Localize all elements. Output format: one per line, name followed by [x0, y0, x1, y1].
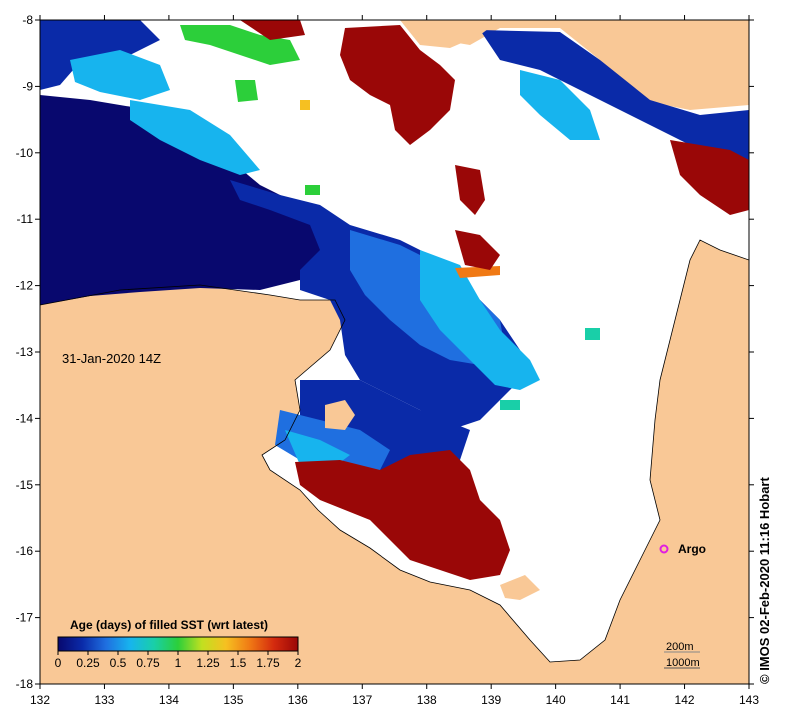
- credit-text: © IMOS 02-Feb-2020 11:16 Hobart: [757, 477, 772, 684]
- argo-marker[interactable]: Argo: [659, 542, 707, 556]
- y-tick-label: -18: [16, 677, 34, 691]
- y-axis: -8 -9 -10 -11 -12 -13 -14 -15 -16 -17 -18: [16, 13, 754, 691]
- x-tick-label: 136: [288, 693, 308, 707]
- contour-label-200m: 200m: [666, 641, 694, 653]
- sst-age-1-25: [305, 185, 320, 195]
- y-tick-label: -12: [16, 279, 34, 293]
- sst-age-2: [455, 230, 500, 270]
- y-tick-label: -17: [16, 611, 34, 625]
- argo-icon: [659, 544, 669, 554]
- x-axis: 132 133 134 135 136 137 138 139 140 141 142 143: [30, 15, 759, 707]
- legend-tick-label: 2: [295, 656, 302, 670]
- sst-age-0-75: [520, 70, 600, 140]
- y-tick-label: -14: [16, 411, 34, 425]
- x-tick-label: 133: [94, 693, 114, 707]
- sst-age-2: [240, 20, 305, 40]
- y-tick-label: -9: [22, 79, 33, 93]
- legend-tick-label: 1.75: [256, 656, 280, 670]
- x-tick-label: 134: [159, 693, 179, 707]
- argo-label: Argo: [678, 542, 706, 556]
- x-tick-label: 137: [352, 693, 372, 707]
- sst-age-2: [295, 450, 510, 580]
- sst-age-1: [585, 328, 600, 340]
- sst-age-2: [340, 25, 455, 145]
- sst-age-1-75: [300, 100, 310, 110]
- legend-colorbar: [57, 636, 299, 652]
- sst-age-1-25: [235, 80, 258, 102]
- x-tick-label: 140: [546, 693, 566, 707]
- x-tick-label: 138: [417, 693, 437, 707]
- legend-title: Age (days) of filled SST (wrt latest): [70, 618, 268, 632]
- sst-age-2: [455, 165, 485, 215]
- legend-tick-label: 0.5: [110, 656, 127, 670]
- legend-tick-label: 0: [55, 656, 62, 670]
- coastline: [40, 239, 749, 663]
- legend-ticks: 0 0.25 0.5 0.75 1 1.25 1.5 1.75 2: [55, 651, 302, 670]
- x-tick-label: 132: [30, 693, 50, 707]
- depth-contour-legend: 200m 1000m: [664, 641, 700, 669]
- sst-age-2: [670, 140, 749, 215]
- y-tick-label: -11: [17, 212, 34, 226]
- legend-tick-label: 0.75: [136, 656, 160, 670]
- sst-age-1-25: [180, 25, 300, 65]
- legend-tick-label: 1.5: [230, 656, 247, 670]
- contour-label-1000m: 1000m: [666, 657, 700, 669]
- x-tick-label: 143: [739, 693, 759, 707]
- y-tick-label: -13: [16, 345, 34, 359]
- land-patch: [400, 20, 500, 48]
- legend-tick-label: 1.25: [196, 656, 220, 670]
- y-tick-label: -15: [16, 478, 34, 492]
- sst-age-0-25: [480, 30, 749, 160]
- land-patch: [325, 400, 355, 430]
- timestamp-label: 31-Jan-2020 14Z: [62, 351, 161, 366]
- x-tick-label: 141: [610, 693, 630, 707]
- sst-age-0-75: [420, 250, 540, 390]
- legend-tick-label: 0.25: [76, 656, 100, 670]
- sst-age-0: [40, 95, 330, 305]
- x-tick-label: 135: [223, 693, 243, 707]
- x-tick-label: 142: [675, 693, 695, 707]
- sst-age-0-75: [285, 430, 350, 470]
- sst-age-0-75: [130, 100, 260, 175]
- y-tick-label: -8: [22, 13, 33, 27]
- credit-label: © IMOS 02-Feb-2020 11:16 Hobart: [757, 477, 772, 694]
- x-tick-label: 139: [481, 693, 501, 707]
- sst-age-1: [500, 400, 520, 410]
- land-patch: [500, 575, 540, 600]
- y-tick-label: -16: [16, 544, 34, 558]
- legend-tick-label: 1: [175, 656, 182, 670]
- sst-age-0-75: [70, 50, 170, 100]
- y-tick-label: -10: [16, 146, 34, 160]
